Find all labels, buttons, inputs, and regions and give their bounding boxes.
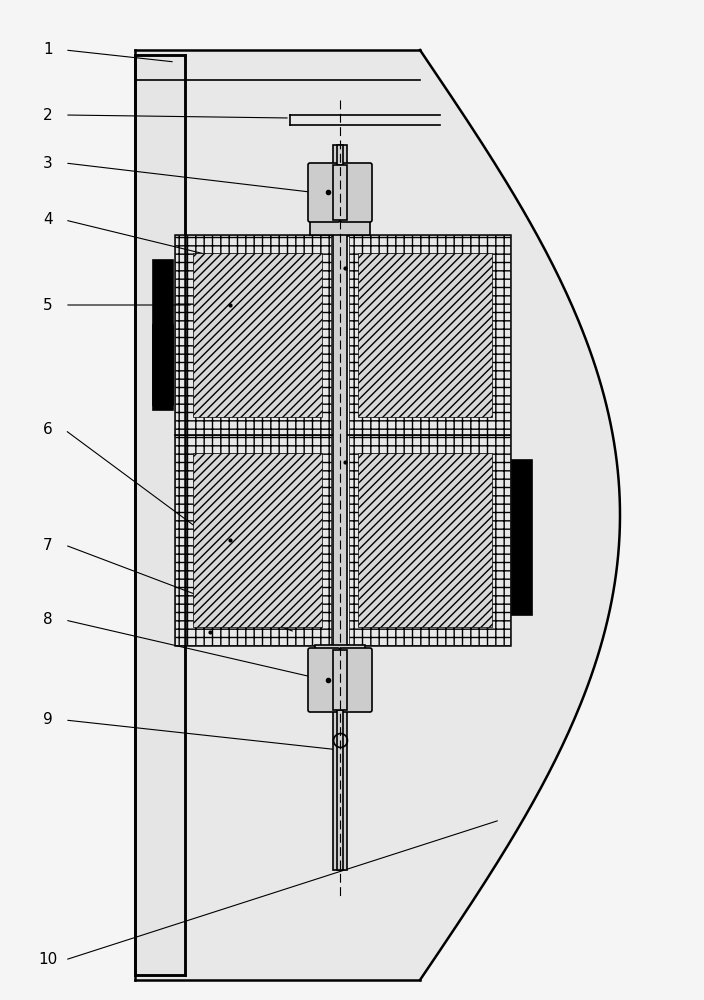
Bar (310, 210, 370, 235)
Polygon shape (135, 50, 620, 980)
Bar (333, 650, 347, 710)
FancyBboxPatch shape (340, 163, 372, 222)
Bar (512, 460, 532, 615)
Bar (337, 145, 343, 165)
FancyBboxPatch shape (340, 648, 372, 712)
Text: 3: 3 (43, 155, 53, 170)
Bar (358, 253, 492, 417)
Text: 4: 4 (43, 213, 53, 228)
Bar (333, 145, 347, 870)
Text: 6: 6 (43, 422, 53, 438)
Text: 5: 5 (43, 298, 53, 312)
Bar (315, 645, 365, 670)
Bar (349, 435, 510, 645)
Bar (175, 435, 331, 645)
Text: 7: 7 (43, 538, 53, 552)
Text: 2: 2 (43, 107, 53, 122)
Bar (358, 453, 492, 627)
Bar (193, 453, 322, 627)
Text: 10: 10 (39, 952, 58, 968)
Bar (337, 710, 343, 870)
FancyBboxPatch shape (308, 648, 340, 712)
Bar (135, 55, 185, 975)
FancyBboxPatch shape (308, 163, 340, 222)
Bar (193, 253, 322, 417)
Text: 8: 8 (43, 612, 53, 628)
Bar (175, 235, 331, 435)
Text: 1: 1 (43, 42, 53, 57)
Bar (333, 165, 347, 220)
Bar (153, 260, 173, 405)
Bar (175, 235, 510, 645)
Bar (153, 325, 173, 410)
Text: 9: 9 (43, 712, 53, 728)
Bar (349, 235, 510, 435)
